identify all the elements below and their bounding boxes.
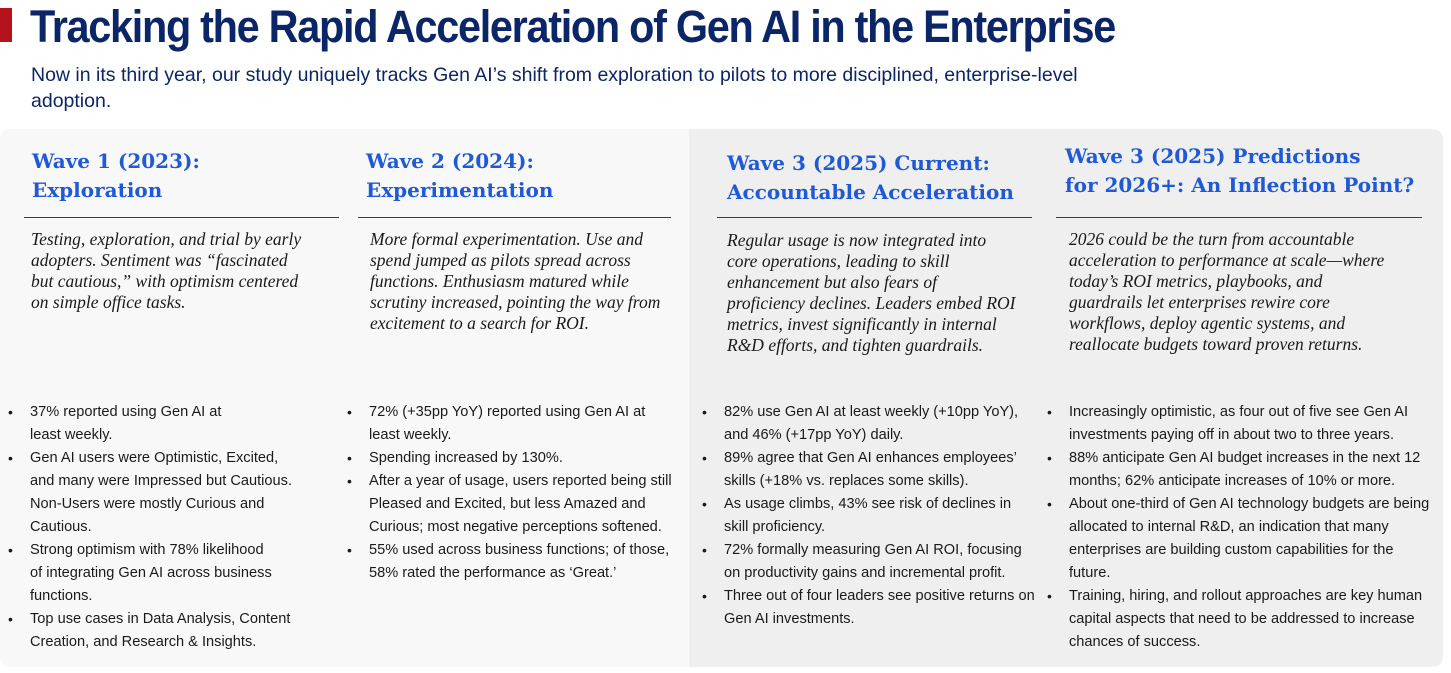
wave-3-predictions-bullet: About one-third of Gen AI technology bud…	[1045, 493, 1430, 585]
wave-1-bullet: 37% reported using Gen AI at least weekl…	[6, 401, 306, 447]
wave-3-predictions-description: 2026 could be the turn from accountable …	[1069, 229, 1385, 354]
wave-3-current-bullet-list: 82% use Gen AI at least weekly (+10pp Yo…	[700, 401, 1035, 631]
wave-3-predictions-bullet: Increasingly optimistic, as four out of …	[1045, 401, 1430, 447]
wave-3-predictions-heading-line-2: for 2026+: An Inflection Point?	[1065, 173, 1415, 197]
wave-3-current-heading: Wave 3 (2025) Current: Accountable Accel…	[727, 149, 1014, 207]
wave-3-predictions-bullet-list: Increasingly optimistic, as four out of …	[1045, 401, 1430, 654]
wave-2-heading-line-1: Wave 2 (2024):	[366, 149, 534, 173]
wave-3-current-bullet: 89% agree that Gen AI enhances employees…	[700, 447, 1035, 493]
wave-3-current-divider	[717, 217, 1032, 218]
wave-3-predictions-bullet: Training, hiring, and rollout approaches…	[1045, 585, 1430, 654]
page-subtitle: Now in its third year, our study uniquel…	[31, 64, 1078, 112]
wave-1-bullet-list: 37% reported using Gen AI at least weekl…	[6, 401, 306, 654]
wave-2-bullet: 72% (+35pp YoY) reported using Gen AI at…	[345, 401, 677, 447]
wave-3-predictions-divider	[1056, 217, 1422, 218]
wave-3-current-heading-line-2: Accountable Acceleration	[727, 180, 1014, 204]
wave-2-bullet: Spending increased by 130%.	[345, 447, 677, 470]
wave-3-predictions-heading: Wave 3 (2025) Predictions for 2026+: An …	[1065, 142, 1414, 200]
wave-1-bullet: Gen AI users were Optimistic, Excited, a…	[6, 447, 306, 539]
wave-1-bullet: Top use cases in Data Analysis, Content …	[6, 608, 306, 654]
wave-2-heading-line-2: Experimentation	[366, 178, 554, 202]
wave-1-heading-line-1: Wave 1 (2023):	[32, 149, 200, 173]
title-accent-bar	[0, 8, 12, 42]
wave-2-bullet: 55% used across business functions; of t…	[345, 539, 677, 585]
wave-3-predictions-bullet: 88% anticipate Gen AI budget increases i…	[1045, 447, 1430, 493]
wave-1-bullet: Strong optimism with 78% likelihood of i…	[6, 539, 306, 608]
wave-1-description: Testing, exploration, and trial by early…	[31, 229, 302, 312]
wave-2-divider	[358, 217, 671, 218]
wave-3-current-description: Regular usage is now integrated into cor…	[727, 230, 1016, 355]
wave-3-predictions-heading-line-1: Wave 3 (2025) Predictions	[1065, 144, 1361, 168]
wave-2-bullet-list: 72% (+35pp YoY) reported using Gen AI at…	[345, 401, 677, 585]
page-title: Tracking the Rapid Acceleration of Gen A…	[30, 1, 1116, 52]
wave-3-current-bullet: As usage climbs, 43% see risk of decline…	[700, 493, 1035, 539]
wave-2-bullet: After a year of usage, users reported be…	[345, 470, 677, 539]
wave-1-heading-line-2: Exploration	[32, 178, 163, 202]
wave-3-current-bullet: 82% use Gen AI at least weekly (+10pp Yo…	[700, 401, 1035, 447]
wave-3-current-bullet: Three out of four leaders see positive r…	[700, 585, 1035, 631]
wave-3-current-bullet: 72% formally measuring Gen AI ROI, focus…	[700, 539, 1035, 585]
wave-2-heading: Wave 2 (2024): Experimentation	[366, 147, 553, 205]
wave-3-current-heading-line-1: Wave 3 (2025) Current:	[727, 151, 990, 175]
wave-1-heading: Wave 1 (2023): Exploration	[32, 147, 200, 205]
wave-1-divider	[24, 217, 339, 218]
wave-2-description: More formal experimentation. Use and spe…	[370, 229, 661, 333]
